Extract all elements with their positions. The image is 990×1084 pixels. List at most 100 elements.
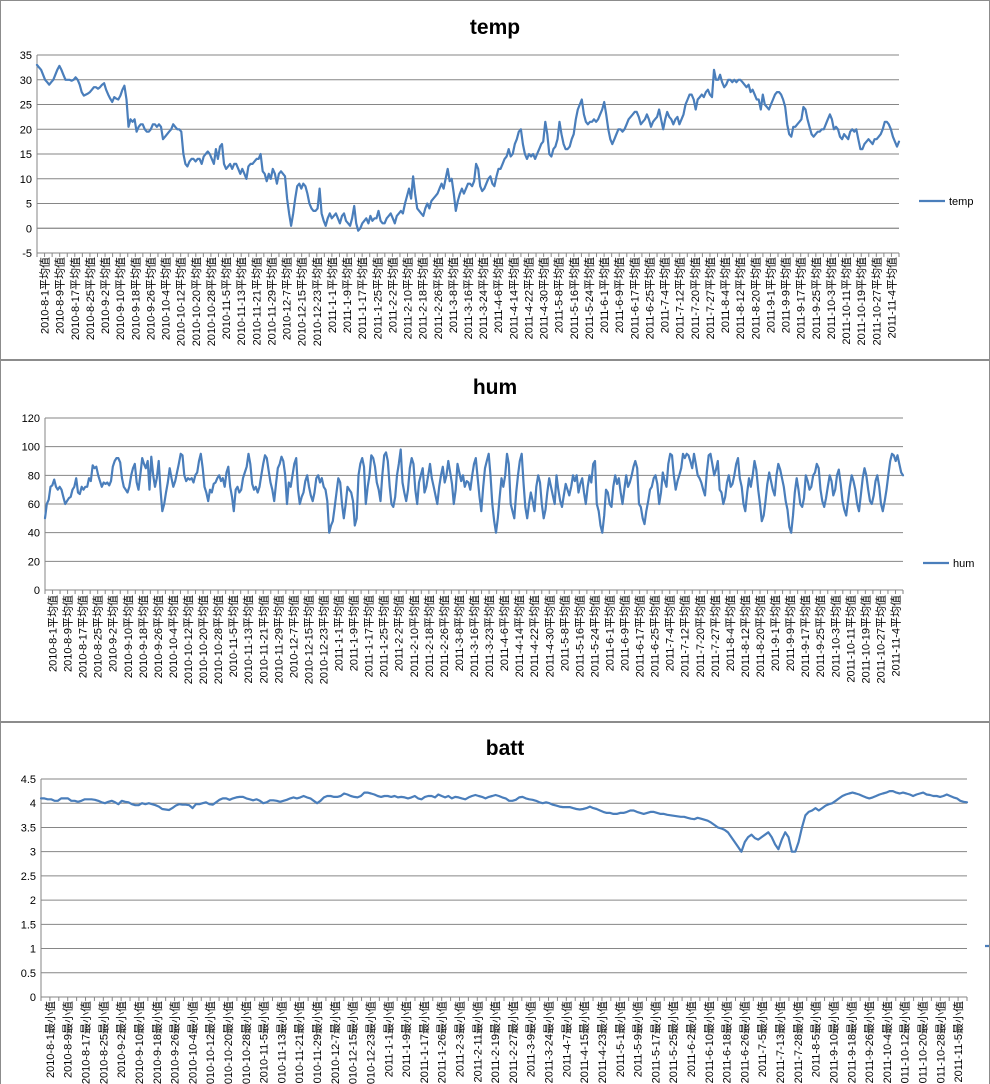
x-tick-label: 2011-6-1平均值	[598, 257, 611, 333]
x-tick-label: 2011-5-24平均值	[583, 257, 596, 339]
x-tick-label: 2011-7-28最小值	[792, 1001, 805, 1083]
y-tick-label: 10	[20, 174, 32, 186]
x-tick-label: 2010-11-5最小值	[258, 1001, 271, 1083]
x-tick-label: 2011-3-23平均值	[483, 595, 496, 677]
x-tick-label: 2010-8-17最小值	[80, 1001, 93, 1084]
x-tick-label: 2011-1-1最小值	[382, 1001, 395, 1077]
x-tick-label: 2011-1-25平均值	[378, 595, 391, 677]
y-tick-label: 5	[26, 199, 32, 211]
x-tick-label: 2010-11-13平均值	[235, 257, 248, 345]
series-line-temp	[35, 63, 901, 232]
x-tick-label: 2010-10-28平均值	[205, 257, 218, 346]
x-tick-label: 2011-8-4平均值	[724, 595, 737, 671]
x-tick-label: 2011-2-2平均值	[393, 595, 406, 671]
x-tick-label: 2011-10-27平均值	[874, 595, 887, 683]
x-tick-label: 2011-5-9最小值	[632, 1001, 645, 1077]
x-tick-label: 2010-9-18最小值	[151, 1001, 164, 1084]
x-tick-label: 2011-10-19平均值	[859, 595, 872, 683]
x-tick-label: 2010-8-17平均值	[69, 257, 82, 340]
x-tick-label: 2011-2-18平均值	[423, 595, 436, 677]
x-tick-label: 2011-7-5最小值	[756, 1001, 769, 1077]
x-tick-label: 2011-4-14平均值	[513, 595, 526, 677]
x-tick-label: 2010-9-10最小值	[133, 1001, 146, 1084]
chart-temp: temp -5 0 5 10 15 20 25 30 35 2010-8-1平均值 2010-8-9…	[20, 16, 974, 346]
x-tick-label: 2011-2-10平均值	[402, 257, 415, 339]
x-tick-label: 2011-3-24平均值	[477, 257, 490, 339]
x-tick-label: 2011-3-8平均值	[447, 257, 460, 333]
x-tick-label: 2010-9-10平均值	[114, 257, 127, 340]
chart-title: hum	[473, 376, 517, 399]
x-tick-label: 2011-3-16平均值	[468, 595, 481, 677]
x-tick-label: 2011-2-18平均值	[417, 257, 430, 339]
x-tick-label: 2011-10-19平均值	[855, 257, 868, 345]
x-tick-label: 2010-10-4最小值	[186, 1001, 199, 1084]
x-tick-label: 2011-5-16平均值	[573, 595, 586, 677]
x-tick-label: 2011-9-10最小值	[827, 1001, 840, 1083]
x-tick-label: 2010-10-12平均值	[175, 257, 188, 346]
x-tick-label: 2011-10-20最小值	[916, 1001, 929, 1084]
x-tick-label: 2011-1-9平均值	[341, 257, 354, 333]
y-tick-label: 35	[20, 50, 32, 62]
x-tick-label: 2010-11-29平均值	[272, 595, 285, 683]
x-tick-label: 2011-2-26平均值	[432, 257, 445, 339]
x-tick-label: 2011-9-18最小值	[845, 1001, 858, 1083]
y-tick-label: 4	[30, 798, 36, 810]
legend-label: hum	[953, 558, 974, 570]
y-tick-label: 40	[28, 528, 40, 540]
x-tick-label: 2010-9-10平均值	[122, 595, 135, 678]
x-tick-label: 2011-5-16平均值	[568, 257, 581, 339]
y-tick-label: 0	[34, 585, 40, 597]
y-tick-label: 100	[22, 442, 40, 454]
x-tick-label: 2010-8-25平均值	[92, 595, 105, 678]
x-tick-label: 2011-2-3最小值	[453, 1001, 466, 1077]
x-tick-label: 2010-9-2平均值	[107, 595, 120, 672]
x-tick-label: 2010-8-9平均值	[62, 595, 75, 672]
y-tick-label: 60	[28, 499, 40, 511]
x-tick-label: 2011-7-13最小值	[774, 1001, 787, 1083]
x-tick-label: 2011-9-9平均值	[780, 257, 793, 333]
x-tick-label: 2010-8-17平均值	[77, 595, 90, 678]
x-tick-label: 2011-10-3平均值	[825, 257, 838, 339]
x-tick-label: 2011-7-27平均值	[709, 595, 722, 677]
x-tick-label: 2011-7-4平均值	[659, 257, 672, 333]
x-tick-label: 2011-7-4平均值	[664, 595, 677, 671]
x-tick-label: 2011-4-30平均值	[543, 595, 556, 677]
y-tick-label: 0	[26, 223, 32, 235]
x-tick-label: 2011-9-9平均值	[784, 595, 797, 671]
y-tick-label: 120	[22, 413, 40, 425]
chart-title: temp	[470, 16, 520, 39]
x-tick-label: 2010-9-2平均值	[99, 257, 112, 334]
x-tick-label: 2011-1-9平均值	[348, 595, 361, 671]
x-tick-label: 2011-9-25平均值	[810, 257, 823, 339]
x-tick-label: 2011-1-26最小值	[436, 1001, 449, 1083]
x-tick-label: 2011-11-4平均值	[885, 257, 898, 339]
y-tick-label: 20	[20, 124, 32, 136]
x-tick-label: 2011-10-11平均值	[844, 595, 857, 683]
x-tick-label: 2010-10-28最小值	[240, 1001, 253, 1084]
x-tick-label: 2010-8-9最小值	[62, 1001, 75, 1078]
x-tick-label: 2011-6-9平均值	[619, 595, 632, 671]
x-tick-label: 2011-7-27平均值	[704, 257, 717, 339]
x-tick-label: 2011-11-5最小值	[952, 1001, 965, 1083]
x-tick-label: 2011-3-8平均值	[453, 595, 466, 671]
x-tick-label: 2011-10-11平均值	[840, 257, 853, 345]
x-tick-label: 2011-1-17最小值	[418, 1001, 431, 1083]
y-tick-label: 0	[30, 992, 36, 1004]
x-tick-label: 2011-2-11最小值	[471, 1001, 484, 1083]
x-tick-label: 2010-10-28平均值	[212, 595, 225, 684]
x-tick-label: 2011-8-4平均值	[719, 257, 732, 333]
x-tick-label: 2011-5-1最小值	[614, 1001, 627, 1077]
x-tick-label: 2011-6-18最小值	[721, 1001, 734, 1083]
x-tick-label: 2011-6-25平均值	[649, 595, 662, 677]
y-tick-label: 15	[20, 149, 32, 161]
x-tick-label: 2010-8-1平均值	[47, 595, 60, 672]
x-tick-label: 2011-2-19最小值	[489, 1001, 502, 1083]
x-tick-label: 2011-10-4最小值	[881, 1001, 894, 1083]
x-tick-label: 2010-12-15最小值	[347, 1001, 360, 1084]
x-tick-label: 2011-9-17平均值	[795, 257, 808, 339]
x-tick-label: 2010-8-9平均值	[54, 257, 67, 334]
x-tick-label: 2010-10-20平均值	[190, 257, 203, 346]
x-tick-label: 2010-12-23平均值	[311, 257, 324, 346]
x-tick-label: 2010-12-7最小值	[329, 1001, 342, 1084]
x-tick-label: 2010-10-4平均值	[167, 595, 180, 678]
